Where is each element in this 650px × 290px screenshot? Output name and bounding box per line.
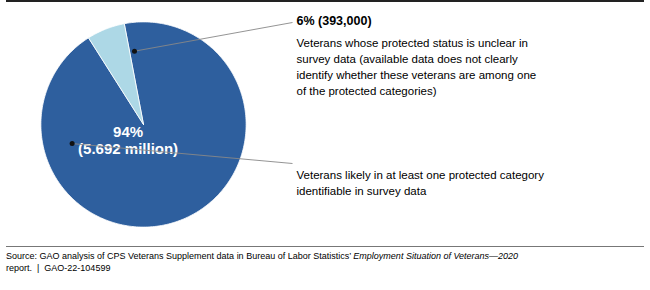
html-text:Source: GAO analysis of CPS Ve: Source: GAO analysis of CPS Veterans Sup… [6, 251, 519, 261]
html-text:(5.692 million): (5.692 million) [78, 140, 179, 157]
html-text:report. | GAO-22-104599: report. | GAO-22-104599 [6, 263, 111, 273]
svg-text:6% (393,000): 6% (393,000) [297, 14, 372, 28]
html-text:94%: 94% [113, 122, 144, 140]
svg-text:Veterans likely in at least on: Veterans likely in at least one protecte… [297, 169, 545, 197]
svg-text:Veterans whose protected statu: Veterans whose protected status is uncle… [297, 37, 537, 97]
